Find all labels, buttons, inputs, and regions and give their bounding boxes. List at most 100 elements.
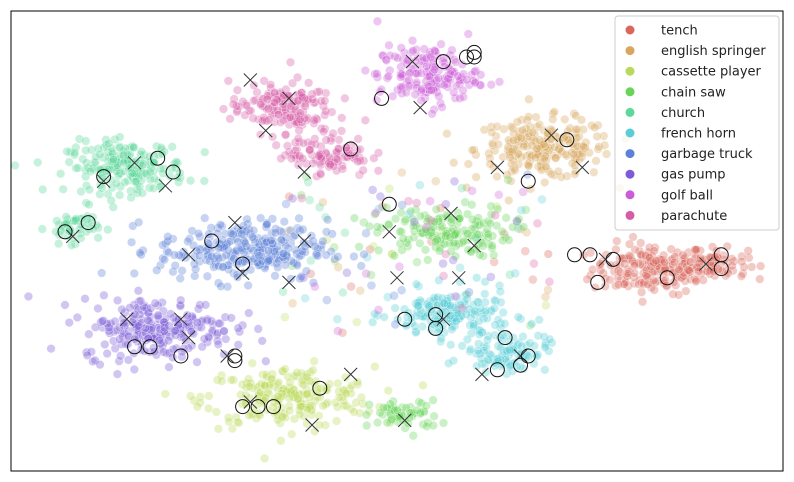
data-point (277, 412, 287, 422)
data-point (418, 228, 428, 238)
data-point (233, 417, 243, 427)
data-point (81, 158, 91, 168)
data-point (333, 402, 343, 412)
data-point (361, 410, 372, 420)
data-point (355, 408, 365, 418)
data-point (221, 334, 231, 344)
data-point (396, 43, 406, 53)
data-point (88, 224, 98, 234)
cross-marker (390, 270, 404, 285)
data-point (543, 285, 553, 295)
data-point (684, 265, 694, 275)
data-point (304, 78, 314, 88)
data-point (486, 80, 496, 90)
data-point (486, 201, 496, 211)
data-point (334, 392, 344, 402)
data-point (218, 262, 228, 272)
data-point (420, 245, 431, 255)
data-point (277, 391, 287, 401)
data-point (270, 97, 280, 107)
data-point (200, 147, 210, 157)
data-point (395, 226, 405, 237)
data-point (472, 361, 482, 371)
data-point (244, 308, 254, 318)
data-point (570, 169, 580, 179)
data-point (499, 124, 509, 134)
data-point (142, 170, 152, 180)
data-point (364, 400, 374, 410)
data-point (510, 165, 520, 175)
data-point (455, 277, 465, 287)
data-point (410, 321, 420, 331)
data-point (341, 142, 351, 153)
data-point (302, 372, 312, 382)
data-point (410, 217, 419, 227)
data-point (329, 242, 339, 252)
data-point (84, 185, 95, 195)
data-point (93, 303, 103, 314)
data-point (437, 102, 447, 112)
data-point (466, 246, 476, 256)
data-point (228, 99, 238, 109)
data-point (550, 153, 561, 163)
data-point (353, 134, 363, 144)
data-point (242, 101, 252, 111)
data-point (470, 78, 480, 88)
data-point (300, 293, 310, 303)
data-point (307, 89, 317, 99)
legend-label: gas pump (661, 168, 726, 183)
data-point (292, 368, 302, 378)
data-point (349, 407, 359, 417)
legend-swatch (625, 46, 635, 56)
data-point (592, 131, 602, 142)
data-point (445, 232, 455, 242)
data-point (299, 273, 308, 283)
data-point (722, 241, 732, 252)
data-point (426, 216, 436, 225)
data-point (487, 127, 497, 137)
data-point (409, 226, 419, 236)
data-point (504, 135, 514, 145)
data-point (497, 226, 507, 237)
data-point (508, 332, 518, 343)
data-point (387, 249, 397, 259)
data-point (434, 275, 444, 285)
data-point (643, 279, 653, 289)
data-point (601, 149, 612, 159)
data-point (441, 229, 451, 239)
data-point (81, 171, 91, 182)
data-point (204, 391, 214, 401)
data-point (373, 245, 384, 256)
data-point (360, 65, 370, 76)
data-point (415, 408, 425, 419)
data-point (281, 199, 291, 209)
data-point (129, 268, 139, 279)
data-point (444, 358, 454, 368)
data-point (756, 261, 766, 271)
data-point (439, 271, 448, 281)
data-point (303, 177, 313, 187)
data-point (487, 241, 497, 251)
data-point (471, 172, 481, 182)
data-point (284, 192, 294, 201)
data-point (374, 204, 383, 214)
data-point (457, 238, 467, 248)
data-point (23, 291, 34, 302)
data-point (278, 287, 288, 296)
data-point (453, 71, 463, 81)
data-point (565, 123, 575, 133)
data-point (285, 112, 295, 122)
data-point (259, 453, 270, 464)
data-point (649, 285, 659, 295)
data-point (712, 252, 723, 263)
data-point (472, 229, 482, 240)
data-point (467, 186, 477, 196)
data-point (333, 262, 343, 272)
data-point (502, 170, 512, 180)
legend-label: tench (661, 24, 698, 39)
data-point (637, 297, 648, 307)
data-point (533, 331, 543, 341)
data-point (388, 396, 398, 406)
data-point (480, 277, 490, 287)
data-point (60, 300, 70, 310)
